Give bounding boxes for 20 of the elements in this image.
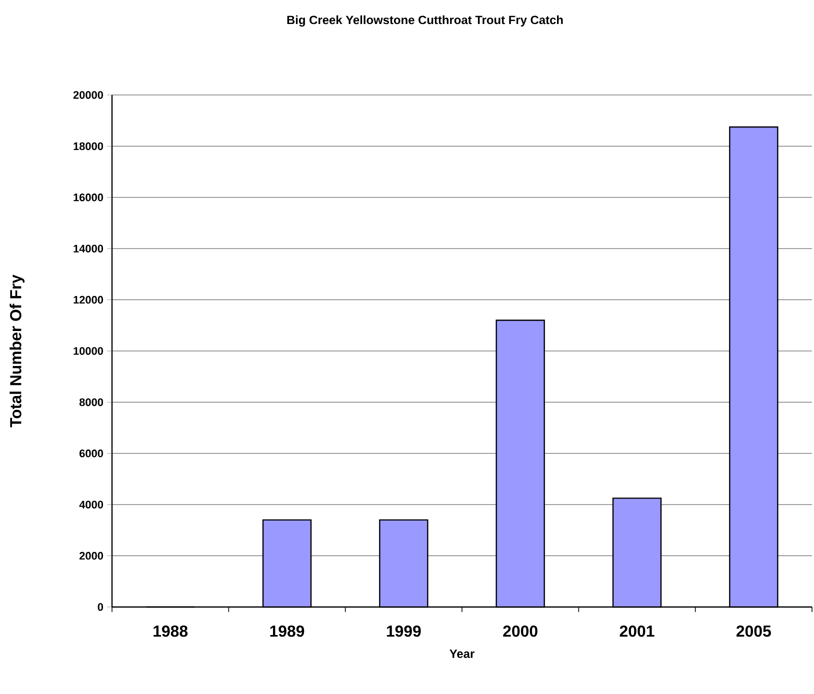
y-tick-label: 20000 bbox=[73, 91, 104, 99]
y-tick-label: 0 bbox=[98, 603, 104, 611]
y-tick-label: 4000 bbox=[79, 500, 104, 508]
y-tick-label: 8000 bbox=[79, 398, 104, 406]
chart-title: Big Creek Yellowstone Cutthroat Trout Fry Catch bbox=[287, 15, 563, 27]
x-axis-title: Year bbox=[450, 650, 474, 658]
y-tick-label: 18000 bbox=[74, 142, 104, 150]
y-tick-label: 2000 bbox=[79, 552, 104, 560]
y-axis-title: Total Number Of Fry bbox=[10, 274, 24, 428]
x-tick-label: 1988 bbox=[154, 626, 188, 637]
x-tick-label: 2001 bbox=[620, 626, 654, 637]
x-tick-label: 2000 bbox=[503, 626, 538, 637]
x-tick-label: 1989 bbox=[270, 626, 304, 637]
y-tick-label: 6000 bbox=[80, 450, 104, 458]
y-tick-label: 16000 bbox=[74, 194, 104, 202]
y-tick-label: 14000 bbox=[74, 244, 104, 252]
y-tick-label: 12000 bbox=[74, 296, 104, 304]
y-tick-label: 10000 bbox=[74, 347, 104, 355]
x-tick-label: 2005 bbox=[736, 626, 771, 637]
x-tick-label: 1999 bbox=[386, 626, 421, 637]
